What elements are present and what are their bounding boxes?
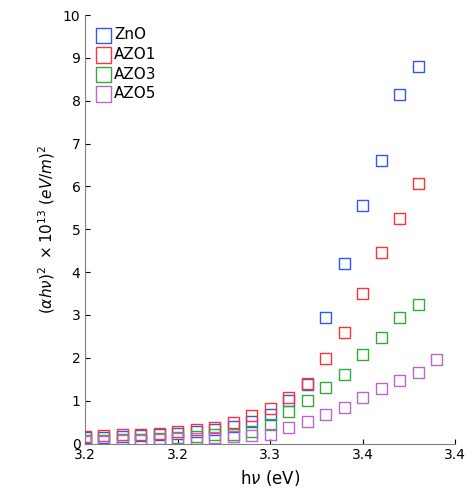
ZnO [414, 62, 422, 71]
AZO3 [322, 384, 329, 392]
AZO1 [192, 426, 200, 434]
AZO3 [229, 430, 237, 438]
AZO5 [414, 369, 422, 377]
AZO1 [377, 249, 385, 257]
AZO5 [118, 437, 126, 445]
AZO3 [414, 300, 422, 308]
AZO1 [100, 432, 108, 440]
AZO1 [248, 412, 255, 420]
AZO5 [137, 436, 145, 444]
ZnO [229, 422, 237, 430]
AZO1 [285, 393, 292, 401]
AZO1 [266, 404, 274, 412]
AZO3 [340, 370, 348, 378]
AZO1 [340, 328, 348, 336]
ZnO [340, 260, 348, 268]
AZO1 [396, 215, 403, 223]
X-axis label: h$\nu$ (eV): h$\nu$ (eV) [240, 468, 301, 488]
AZO5 [433, 356, 440, 364]
ZnO [377, 157, 385, 165]
ZnO [137, 431, 145, 439]
ZnO [266, 410, 274, 418]
AZO5 [248, 432, 255, 440]
AZO5 [322, 410, 329, 418]
ZnO [322, 313, 329, 321]
ZnO [359, 202, 366, 210]
AZO5 [359, 393, 366, 401]
Y-axis label: $(\alpha h\nu)^2\ \times10^{13}\ (eV/m)^2$: $(\alpha h\nu)^2\ \times10^{13}\ (eV/m)^… [36, 145, 57, 314]
AZO3 [137, 435, 145, 444]
AZO3 [303, 397, 311, 405]
AZO5 [285, 423, 292, 431]
AZO1 [211, 423, 219, 431]
AZO1 [359, 289, 366, 297]
AZO3 [377, 333, 385, 341]
AZO1 [303, 380, 311, 388]
AZO3 [100, 436, 108, 444]
ZnO [82, 434, 89, 442]
ZnO [396, 90, 403, 98]
AZO3 [285, 407, 292, 415]
AZO1 [414, 179, 422, 187]
AZO5 [100, 437, 108, 446]
AZO5 [303, 417, 311, 425]
AZO3 [211, 431, 219, 439]
ZnO [211, 426, 219, 434]
AZO1 [82, 432, 89, 440]
AZO1 [229, 419, 237, 427]
AZO5 [82, 438, 89, 446]
Legend: ZnO, AZO1, AZO3, AZO5: ZnO, AZO1, AZO3, AZO5 [93, 23, 162, 106]
AZO3 [359, 350, 366, 358]
AZO5 [192, 434, 200, 443]
AZO3 [396, 313, 403, 321]
AZO5 [340, 403, 348, 411]
AZO5 [229, 432, 237, 440]
AZO3 [82, 437, 89, 445]
AZO5 [396, 376, 403, 384]
AZO5 [266, 430, 274, 438]
AZO1 [137, 430, 145, 438]
ZnO [303, 381, 311, 389]
AZO1 [118, 431, 126, 439]
ZnO [192, 428, 200, 436]
AZO5 [211, 433, 219, 442]
AZO5 [155, 435, 163, 444]
AZO5 [174, 435, 182, 443]
ZnO [118, 432, 126, 440]
AZO1 [322, 355, 329, 363]
AZO3 [155, 434, 163, 443]
ZnO [100, 433, 108, 441]
AZO5 [377, 385, 385, 393]
AZO3 [118, 435, 126, 444]
AZO3 [248, 427, 255, 435]
ZnO [155, 430, 163, 438]
ZnO [174, 429, 182, 437]
AZO3 [266, 420, 274, 428]
AZO1 [174, 427, 182, 435]
ZnO [285, 397, 292, 405]
AZO3 [192, 432, 200, 440]
ZnO [248, 417, 255, 425]
AZO1 [155, 429, 163, 437]
AZO3 [174, 433, 182, 442]
